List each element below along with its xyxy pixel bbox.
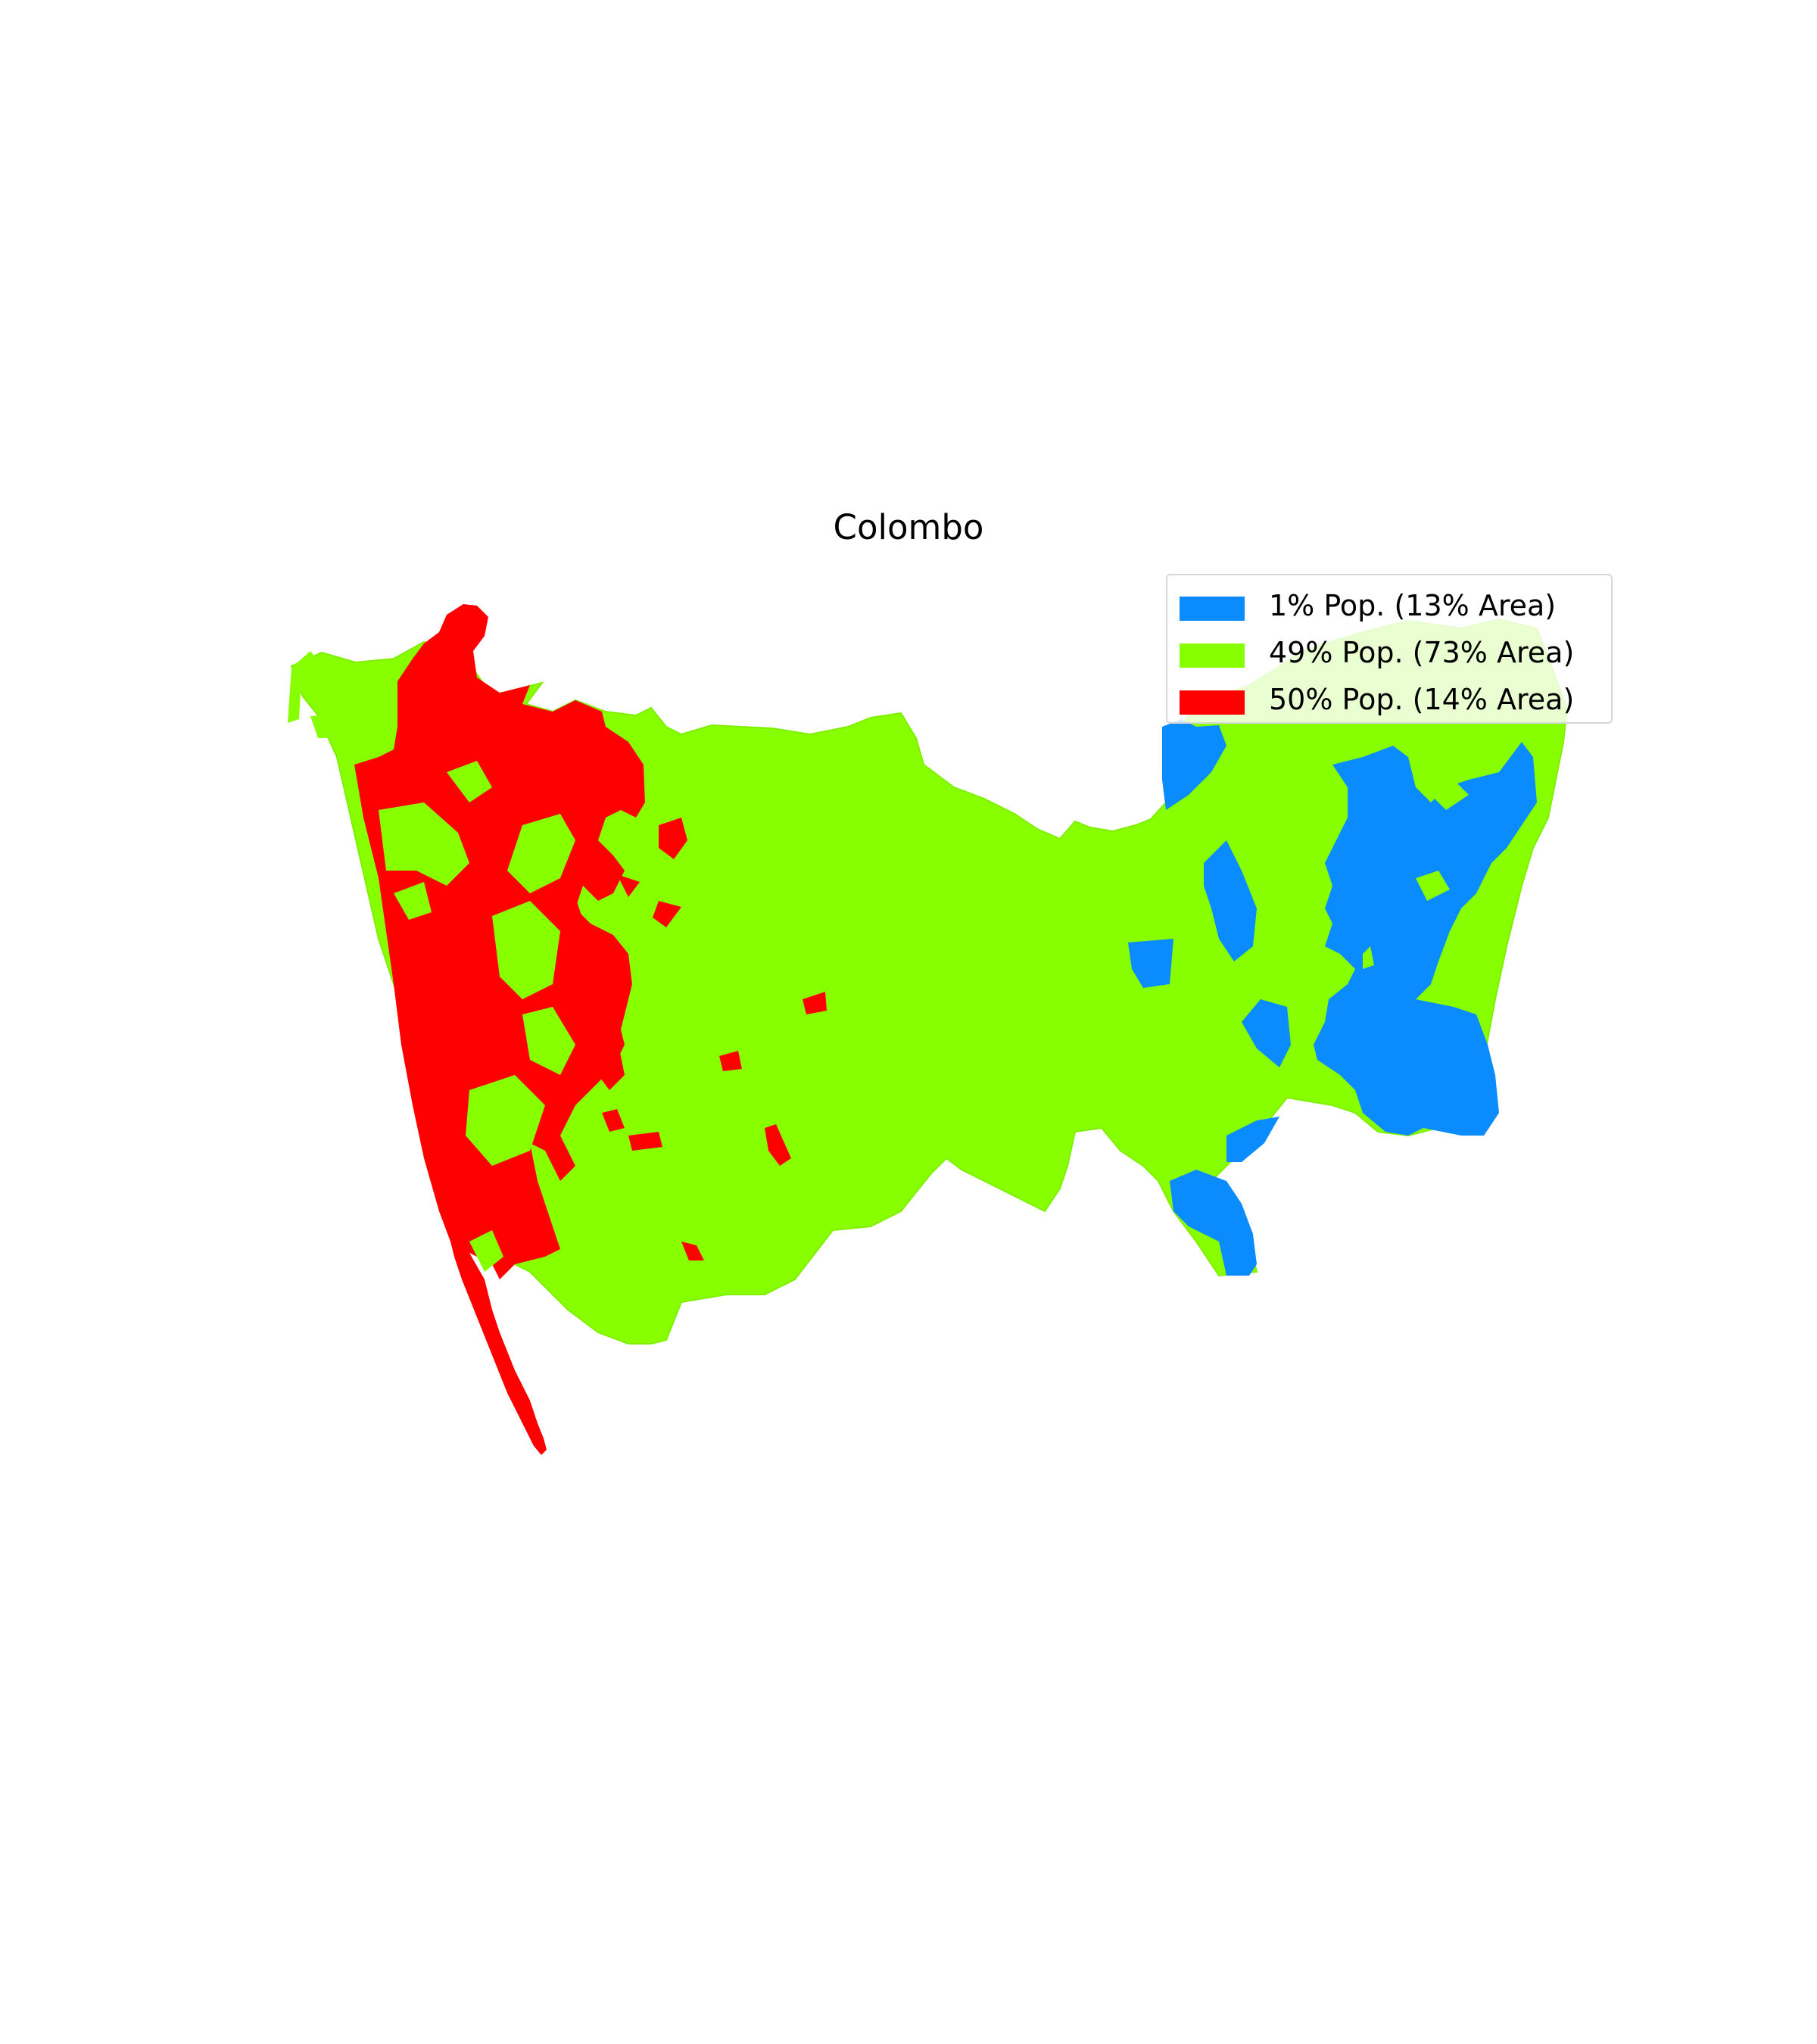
region-mid-islet xyxy=(1423,780,1469,810)
region-mid-patch xyxy=(469,1230,503,1272)
region-high-pocket xyxy=(803,992,827,1014)
region-low-south xyxy=(1170,1170,1257,1276)
legend-swatch-low xyxy=(1180,597,1245,621)
region-high-pocket xyxy=(598,1037,625,1090)
region-mid-patch xyxy=(466,1075,545,1166)
legend-swatch-high xyxy=(1180,690,1245,715)
region-high-pocket xyxy=(617,874,640,897)
region-high-pocket xyxy=(653,901,681,927)
region-mid-patch xyxy=(447,761,492,802)
region-mid-islet xyxy=(288,651,316,723)
legend-label-low: 1% Pop. (13% Area) xyxy=(1269,589,1557,622)
region-high-pocket xyxy=(765,1124,791,1166)
region-mid-patch xyxy=(507,814,575,893)
region-high-pocket xyxy=(628,1132,662,1151)
region-high-pocket xyxy=(602,1109,625,1132)
region-mid-patch xyxy=(379,802,469,886)
region-high-pocket xyxy=(719,1051,742,1071)
region-high-pocket xyxy=(659,818,687,859)
region-mid-islet xyxy=(1363,946,1374,969)
region-high-pocket xyxy=(681,1242,704,1260)
legend-label-mid: 49% Pop. (73% Area) xyxy=(1269,636,1575,669)
region-mid-patch xyxy=(394,882,432,920)
legend-item-mid: 49% Pop. (73% Area) xyxy=(1167,630,1611,677)
legend-item-low: 1% Pop. (13% Area) xyxy=(1167,583,1611,630)
region-low-inland xyxy=(1128,939,1173,988)
region-mid-islet xyxy=(1416,871,1450,901)
region-mid-patch xyxy=(522,1007,575,1075)
region-low-inland xyxy=(1226,1117,1279,1162)
region-mid-patch xyxy=(492,901,560,999)
map-title: Colombo xyxy=(833,507,984,547)
region-low-population xyxy=(1314,742,1537,1136)
legend-swatch-mid xyxy=(1180,643,1245,668)
region-low-inland xyxy=(1204,840,1257,961)
legend-label-high: 50% Pop. (14% Area) xyxy=(1269,683,1575,716)
region-low-inland xyxy=(1242,999,1291,1067)
legend: 1% Pop. (13% Area) 49% Pop. (73% Area) 5… xyxy=(1166,574,1613,724)
region-mid-islet xyxy=(310,713,379,738)
region-low-population xyxy=(1162,719,1226,810)
legend-item-high: 50% Pop. (14% Area) xyxy=(1167,677,1611,724)
region-high-pocket xyxy=(560,897,583,927)
